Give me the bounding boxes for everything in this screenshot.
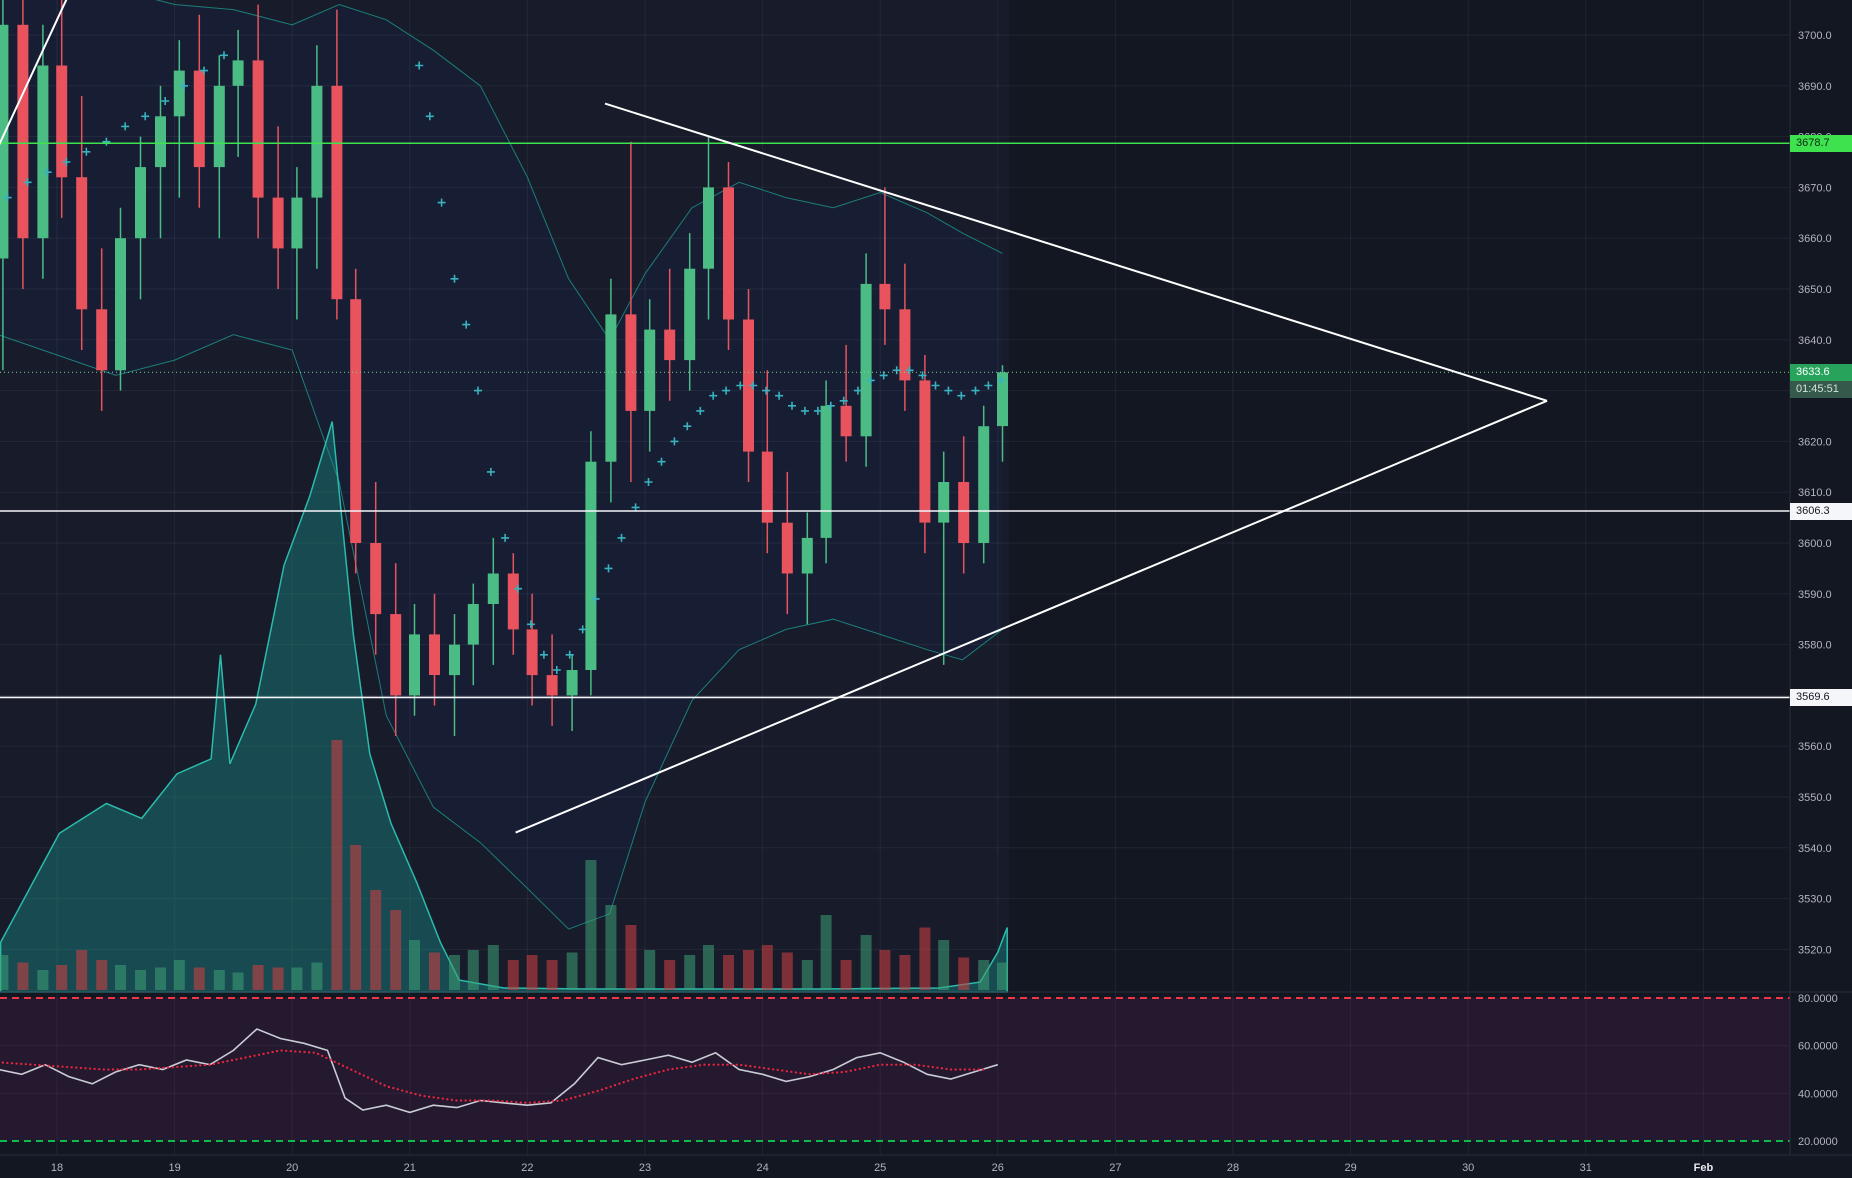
price-axis[interactable] xyxy=(1790,0,1852,1155)
last-price-badge: 3633.6 xyxy=(1790,364,1852,382)
svg-text:80.0000: 80.0000 xyxy=(1798,993,1838,1005)
resistance-level-badge: 3678.7 xyxy=(1790,135,1852,153)
svg-text:30: 30 xyxy=(1462,1162,1474,1174)
svg-text:3590.0: 3590.0 xyxy=(1798,589,1832,601)
svg-text:31: 31 xyxy=(1580,1162,1592,1174)
svg-text:3640.0: 3640.0 xyxy=(1798,335,1832,347)
svg-text:3600.0: 3600.0 xyxy=(1798,538,1832,550)
svg-text:3580.0: 3580.0 xyxy=(1798,640,1832,652)
support-level-badge-2: 3569.6 xyxy=(1790,689,1852,707)
oscillator-signal-line xyxy=(0,1049,988,1105)
svg-text:27: 27 xyxy=(1109,1162,1121,1174)
svg-text:22: 22 xyxy=(521,1162,533,1174)
countdown-badge: 01:45:51 xyxy=(1790,381,1852,399)
horizontal-price-lines[interactable] xyxy=(0,142,1790,699)
svg-text:20.0000: 20.0000 xyxy=(1798,1136,1838,1148)
time-axis[interactable] xyxy=(0,1155,1852,1178)
bollinger-bands xyxy=(0,0,1003,930)
oscillator-pane xyxy=(0,997,1790,1142)
svg-text:3560.0: 3560.0 xyxy=(1798,741,1832,753)
svg-text:18: 18 xyxy=(51,1162,63,1174)
svg-text:19: 19 xyxy=(168,1162,180,1174)
top-left-line xyxy=(0,0,68,146)
svg-text:25: 25 xyxy=(874,1162,886,1174)
svg-text:29: 29 xyxy=(1344,1162,1356,1174)
svg-text:28: 28 xyxy=(1227,1162,1239,1174)
time-axis-labels: 18 19 20 21 22 23 24 25 26 27 28 29 30 31 Feb xyxy=(51,1162,1714,1174)
svg-text:20: 20 xyxy=(286,1162,298,1174)
svg-text:60.0000: 60.0000 xyxy=(1798,1041,1838,1053)
support-level-badge-1: 3606.3 xyxy=(1790,502,1852,520)
svg-text:21: 21 xyxy=(404,1162,416,1174)
svg-text:3650.0: 3650.0 xyxy=(1798,284,1832,296)
volume-bars xyxy=(0,740,1008,990)
svg-text:3520.0: 3520.0 xyxy=(1798,944,1832,956)
svg-text:40.0000: 40.0000 xyxy=(1798,1088,1838,1100)
triangle-trendlines[interactable] xyxy=(0,0,1548,834)
lower-band-line xyxy=(0,334,1003,930)
svg-text:3620.0: 3620.0 xyxy=(1798,436,1832,448)
svg-text:23: 23 xyxy=(639,1162,651,1174)
grid-lines xyxy=(0,0,1790,1155)
svg-text:Feb: Feb xyxy=(1694,1162,1714,1174)
svg-text:3700.0: 3700.0 xyxy=(1798,30,1832,42)
oscillator-line xyxy=(0,1028,999,1114)
svg-text:3690.0: 3690.0 xyxy=(1798,81,1832,93)
svg-text:3550.0: 3550.0 xyxy=(1798,792,1832,804)
svg-text:3670.0: 3670.0 xyxy=(1798,182,1832,194)
upper-band-line xyxy=(155,0,1003,341)
candlesticks xyxy=(0,0,1008,736)
svg-text:3540.0: 3540.0 xyxy=(1798,843,1832,855)
triangle-lower xyxy=(515,399,1548,834)
svg-text:3660.0: 3660.0 xyxy=(1798,233,1832,245)
svg-text:3530.0: 3530.0 xyxy=(1798,894,1832,906)
triangle-upper xyxy=(604,102,1548,402)
svg-text:3610.0: 3610.0 xyxy=(1798,487,1832,499)
session-highlight xyxy=(0,0,1010,992)
teal-area-indicator xyxy=(0,421,1008,993)
cross-markers xyxy=(3,51,1006,674)
svg-text:26: 26 xyxy=(992,1162,1004,1174)
svg-text:24: 24 xyxy=(756,1162,768,1174)
